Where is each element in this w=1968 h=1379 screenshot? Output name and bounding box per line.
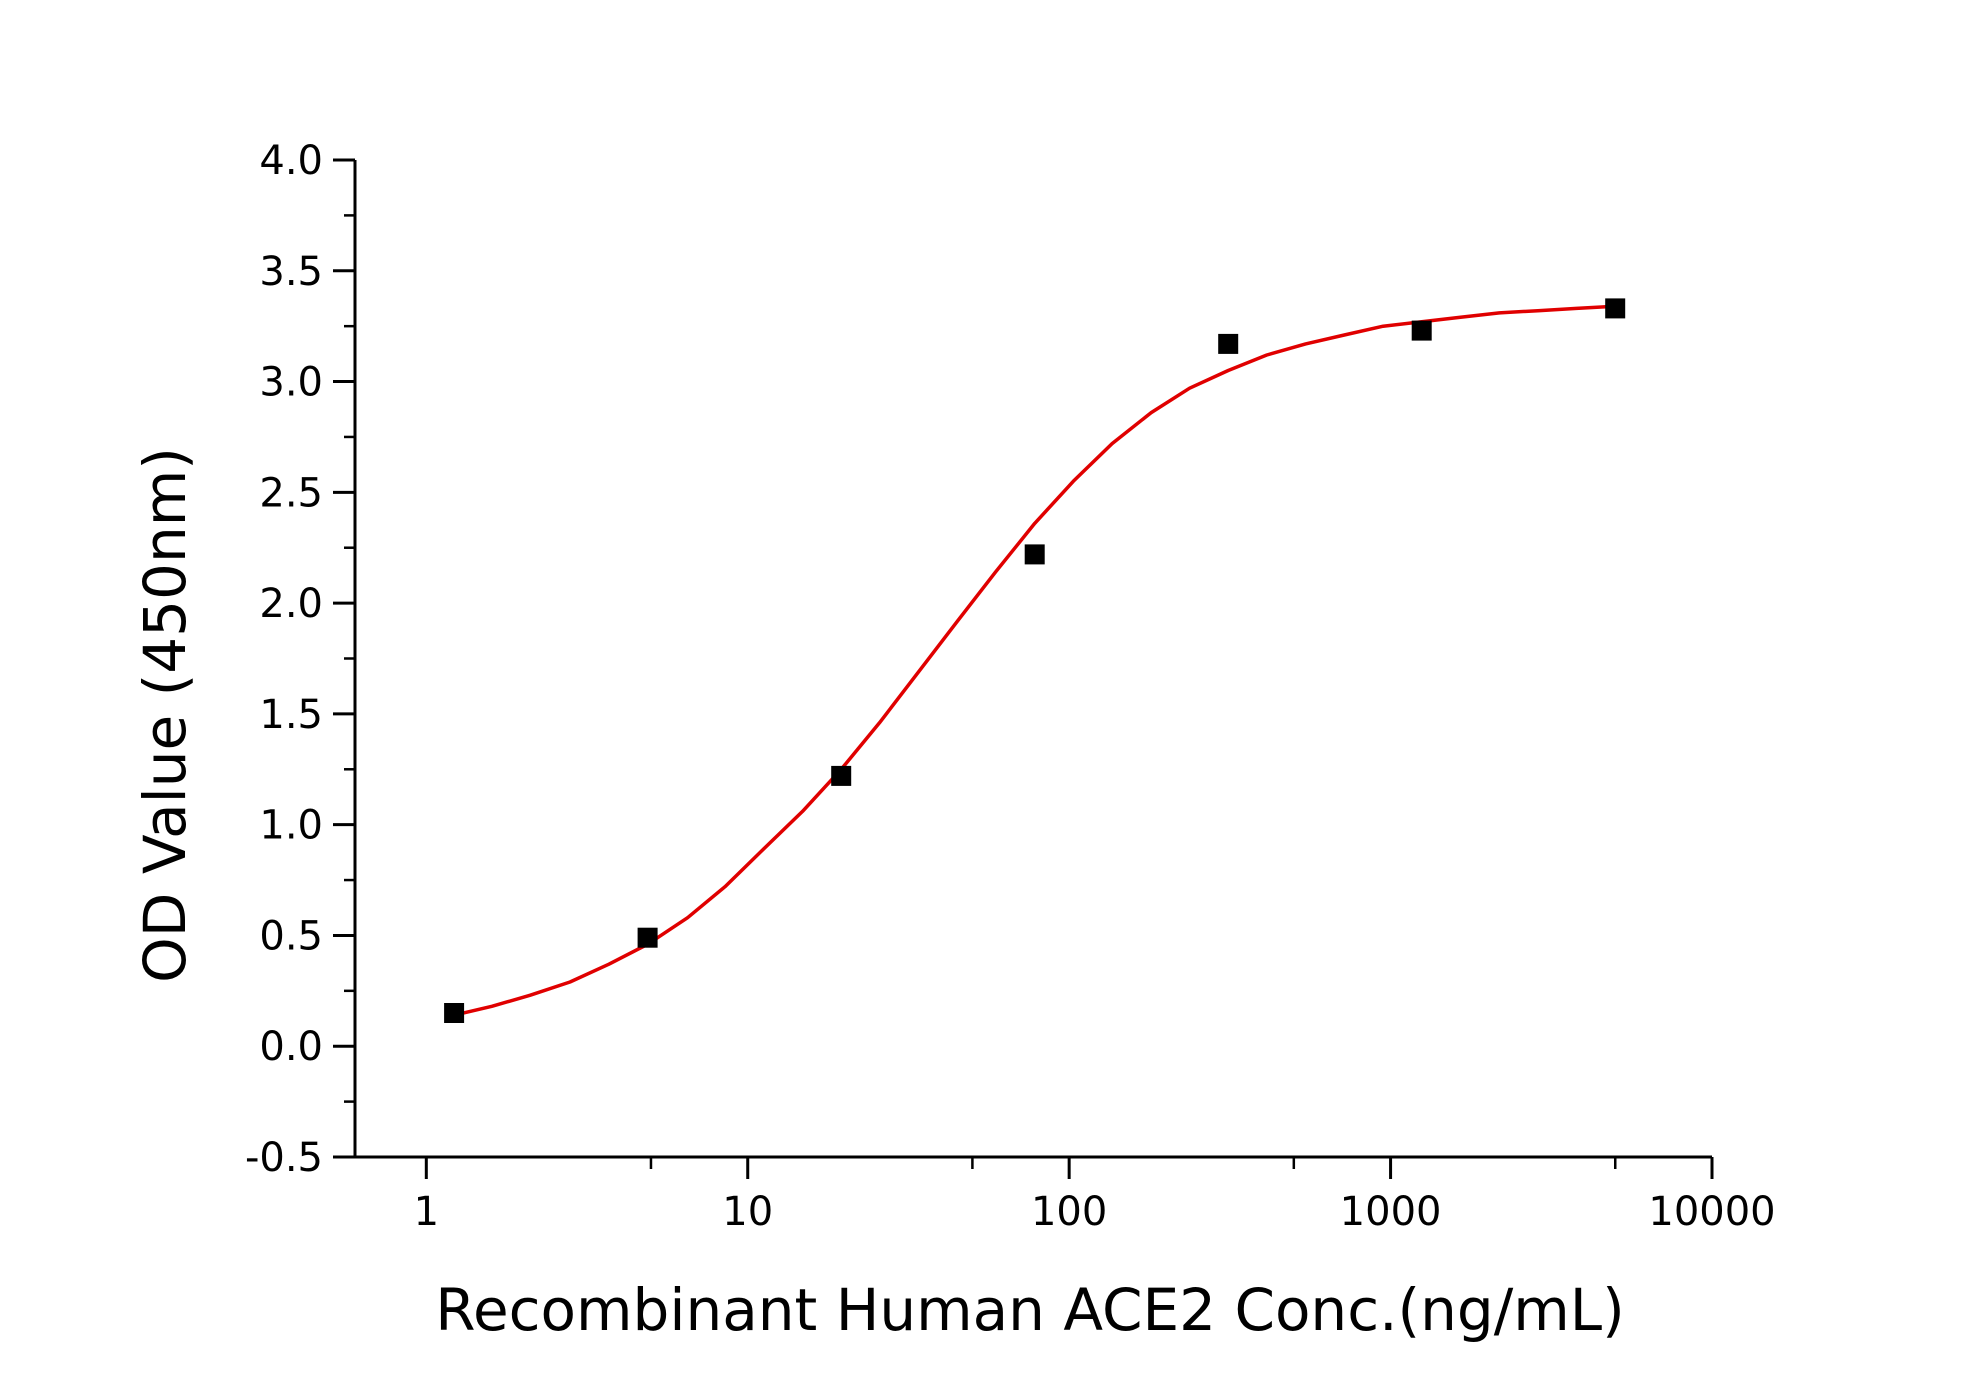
y-axis-title: OD Value (450nm) <box>131 447 199 983</box>
y-tick-label: 3.0 <box>259 360 323 406</box>
x-tick-label: 10 <box>722 1189 773 1235</box>
y-tick-label: 2.5 <box>259 470 323 516</box>
y-tick-label: 1.0 <box>259 803 323 849</box>
y-tick-label: 0.0 <box>259 1024 323 1070</box>
y-tick-label: -0.5 <box>245 1135 323 1181</box>
x-tick-label: 1000 <box>1340 1189 1442 1235</box>
data-point <box>1024 544 1045 565</box>
data-point <box>444 1003 465 1023</box>
y-tick-label: 1.5 <box>259 692 323 738</box>
fit-curve <box>453 304 1616 1017</box>
y-tick-label: 0.5 <box>259 913 323 959</box>
data-point <box>831 765 852 786</box>
data-point <box>1411 320 1432 341</box>
data-point <box>637 927 658 948</box>
y-tick-label: 4.0 <box>259 138 323 184</box>
x-axis-title: Recombinant Human ACE2 Conc.(ng/mL) <box>435 1276 1624 1344</box>
series <box>444 298 1626 1023</box>
axes <box>353 160 1712 1159</box>
data-point <box>1218 333 1239 354</box>
x-tick-label: 1 <box>414 1189 439 1235</box>
tick-labels: -0.5 0.0 0.5 1.0 1.5 2.0 2.5 3.0 3.5 4.0 1 10 100 100… <box>245 138 1776 1235</box>
y-tick-label: 3.5 <box>259 249 323 295</box>
ticks <box>333 158 1714 1179</box>
data-point <box>1605 298 1626 319</box>
y-tick-label: 2.0 <box>259 581 323 627</box>
x-tick-label: 10000 <box>1648 1189 1775 1235</box>
x-tick-label: 100 <box>1031 1189 1107 1235</box>
